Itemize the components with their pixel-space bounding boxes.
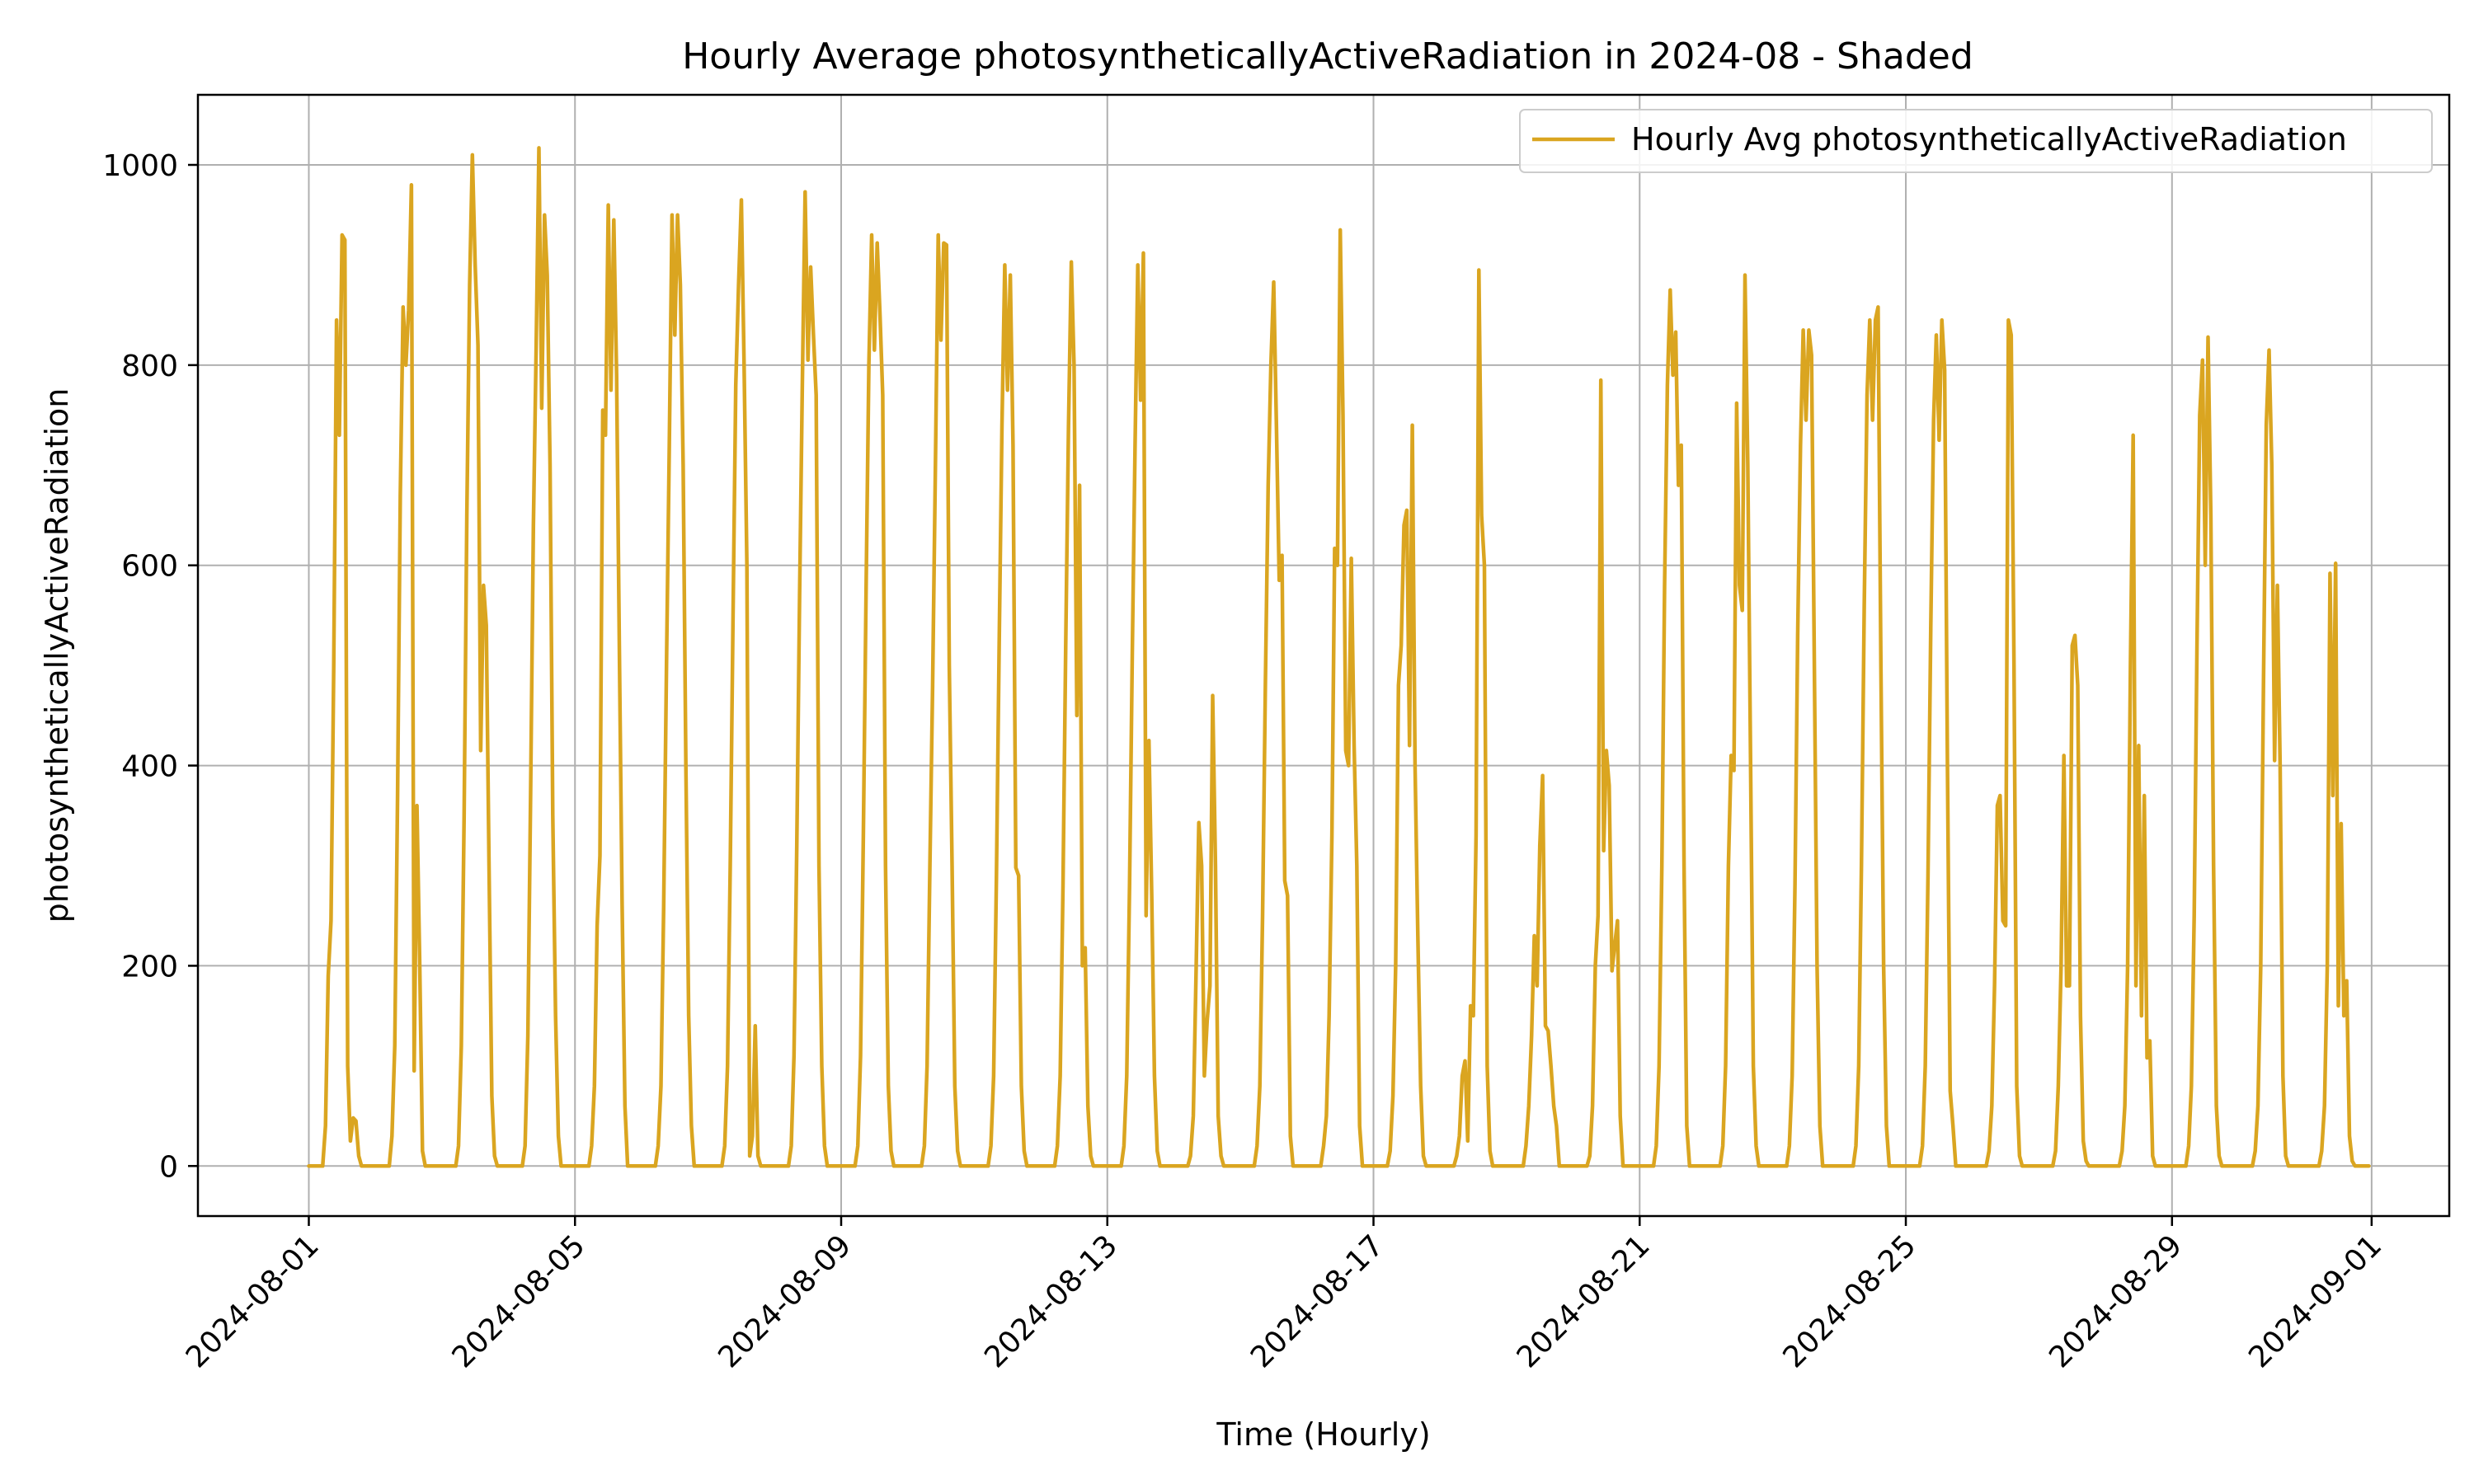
legend: Hourly Avg photosyntheticallyActiveRadia… (1519, 109, 2433, 173)
chart-title: Hourly Average photosyntheticallyActiveR… (682, 35, 1973, 77)
y-tick-label: 1000 (102, 149, 178, 183)
y-tick-label: 0 (159, 1150, 178, 1184)
plot-frame (196, 93, 2451, 1218)
x-axis-label: Time (Hourly) (1216, 1416, 1430, 1453)
series-layer (307, 146, 2371, 1168)
legend-label: Hourly Avg photosyntheticallyActiveRadia… (1631, 121, 2347, 157)
y-tick-label: 200 (121, 950, 178, 984)
grid (198, 95, 2449, 1216)
y-axis-ticks: 0 200 400 600 800 1000 (102, 149, 198, 1184)
legend-box (1519, 109, 2433, 173)
y-tick-label: 600 (121, 550, 178, 584)
series-line (307, 146, 2371, 1168)
y-tick-label: 400 (121, 750, 178, 784)
y-tick-label: 800 (121, 350, 178, 383)
y-axis-label: photosyntheticallyActiveRadiation (39, 388, 75, 923)
